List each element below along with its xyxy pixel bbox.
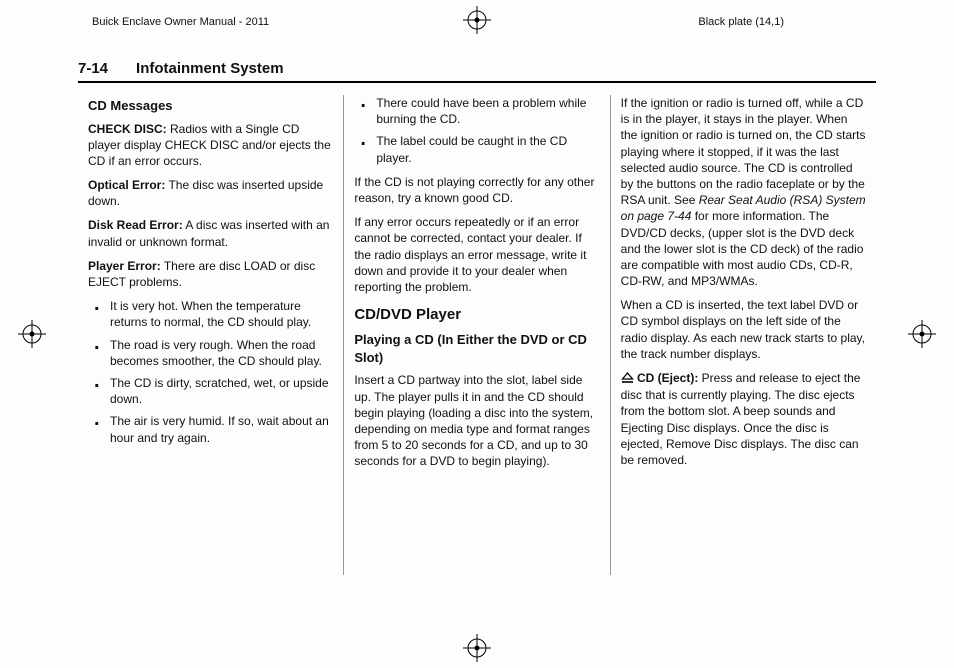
page-header: 7-14 Infotainment System — [78, 60, 876, 83]
registration-mark-top — [463, 6, 491, 34]
list-item: The label could be caught in the CD play… — [354, 133, 599, 165]
para-player: Player Error: There are disc LOAD or dis… — [88, 258, 333, 290]
chapter-title: Infotainment System — [136, 60, 284, 77]
list-item: There could have been a problem while bu… — [354, 95, 599, 127]
column-3: If the ignition or radio is turned off, … — [610, 95, 876, 575]
para-check-disc: CHECK DISC: Radios with a Single CD play… — [88, 121, 333, 170]
list-item: The road is very rough. When the road be… — [88, 337, 333, 369]
heading-playing-cd: Playing a CD (In Either the DVD or CD Sl… — [354, 331, 599, 366]
para-contact-dealer: If any error occurs repeatedly or if an … — [354, 214, 599, 295]
para-eject: CD (Eject): Press and release to eject t… — [621, 370, 866, 468]
heading-cd-messages: CD Messages — [88, 97, 333, 115]
para-optical: Optical Error: The disc was inserted ups… — [88, 177, 333, 209]
bullet-list-1: It is very hot. When the temperature ret… — [88, 298, 333, 446]
list-item: The CD is dirty, scratched, wet, or upsi… — [88, 375, 333, 407]
para-diskread: Disk Read Error: A disc was inserted wit… — [88, 217, 333, 249]
page-sheet: 7-14 Infotainment System CD Messages CHE… — [78, 60, 876, 628]
eject-icon — [621, 371, 634, 387]
term-optical: Optical Error: — [88, 178, 165, 192]
text-eject: Press and release to eject the disc that… — [621, 371, 861, 467]
term-player: Player Error: — [88, 259, 161, 273]
list-item: It is very hot. When the temperature ret… — [88, 298, 333, 330]
registration-mark-right — [908, 320, 936, 348]
page-number: 7-14 — [78, 60, 108, 77]
para-inserted-label: When a CD is inserted, the text label DV… — [621, 297, 866, 362]
header-left: Buick Enclave Owner Manual - 2011 — [92, 16, 269, 28]
para-try-known: If the CD is not playing correctly for a… — [354, 174, 599, 206]
para-ignition: If the ignition or radio is turned off, … — [621, 95, 866, 289]
registration-mark-bottom — [463, 634, 491, 662]
columns: CD Messages CHECK DISC: Radios with a Si… — [78, 95, 876, 575]
text-ignition-a: If the ignition or radio is turned off, … — [621, 96, 866, 207]
header-right: Black plate (14,1) — [698, 16, 784, 28]
registration-mark-left — [18, 320, 46, 348]
term-diskread: Disk Read Error: — [88, 218, 183, 232]
manual-page: { "header": { "left": "Buick Enclave Own… — [0, 0, 954, 668]
term-check-disc: CHECK DISC: — [88, 122, 167, 136]
heading-cddvd-player: CD/DVD Player — [354, 305, 599, 325]
column-2: There could have been a problem while bu… — [343, 95, 609, 575]
bullet-list-2: There could have been a problem while bu… — [354, 95, 599, 166]
para-insert-cd: Insert a CD partway into the slot, label… — [354, 372, 599, 469]
list-item: The air is very humid. If so, wait about… — [88, 413, 333, 445]
term-eject: CD (Eject): — [634, 371, 699, 385]
column-1: CD Messages CHECK DISC: Radios with a Si… — [78, 95, 343, 575]
